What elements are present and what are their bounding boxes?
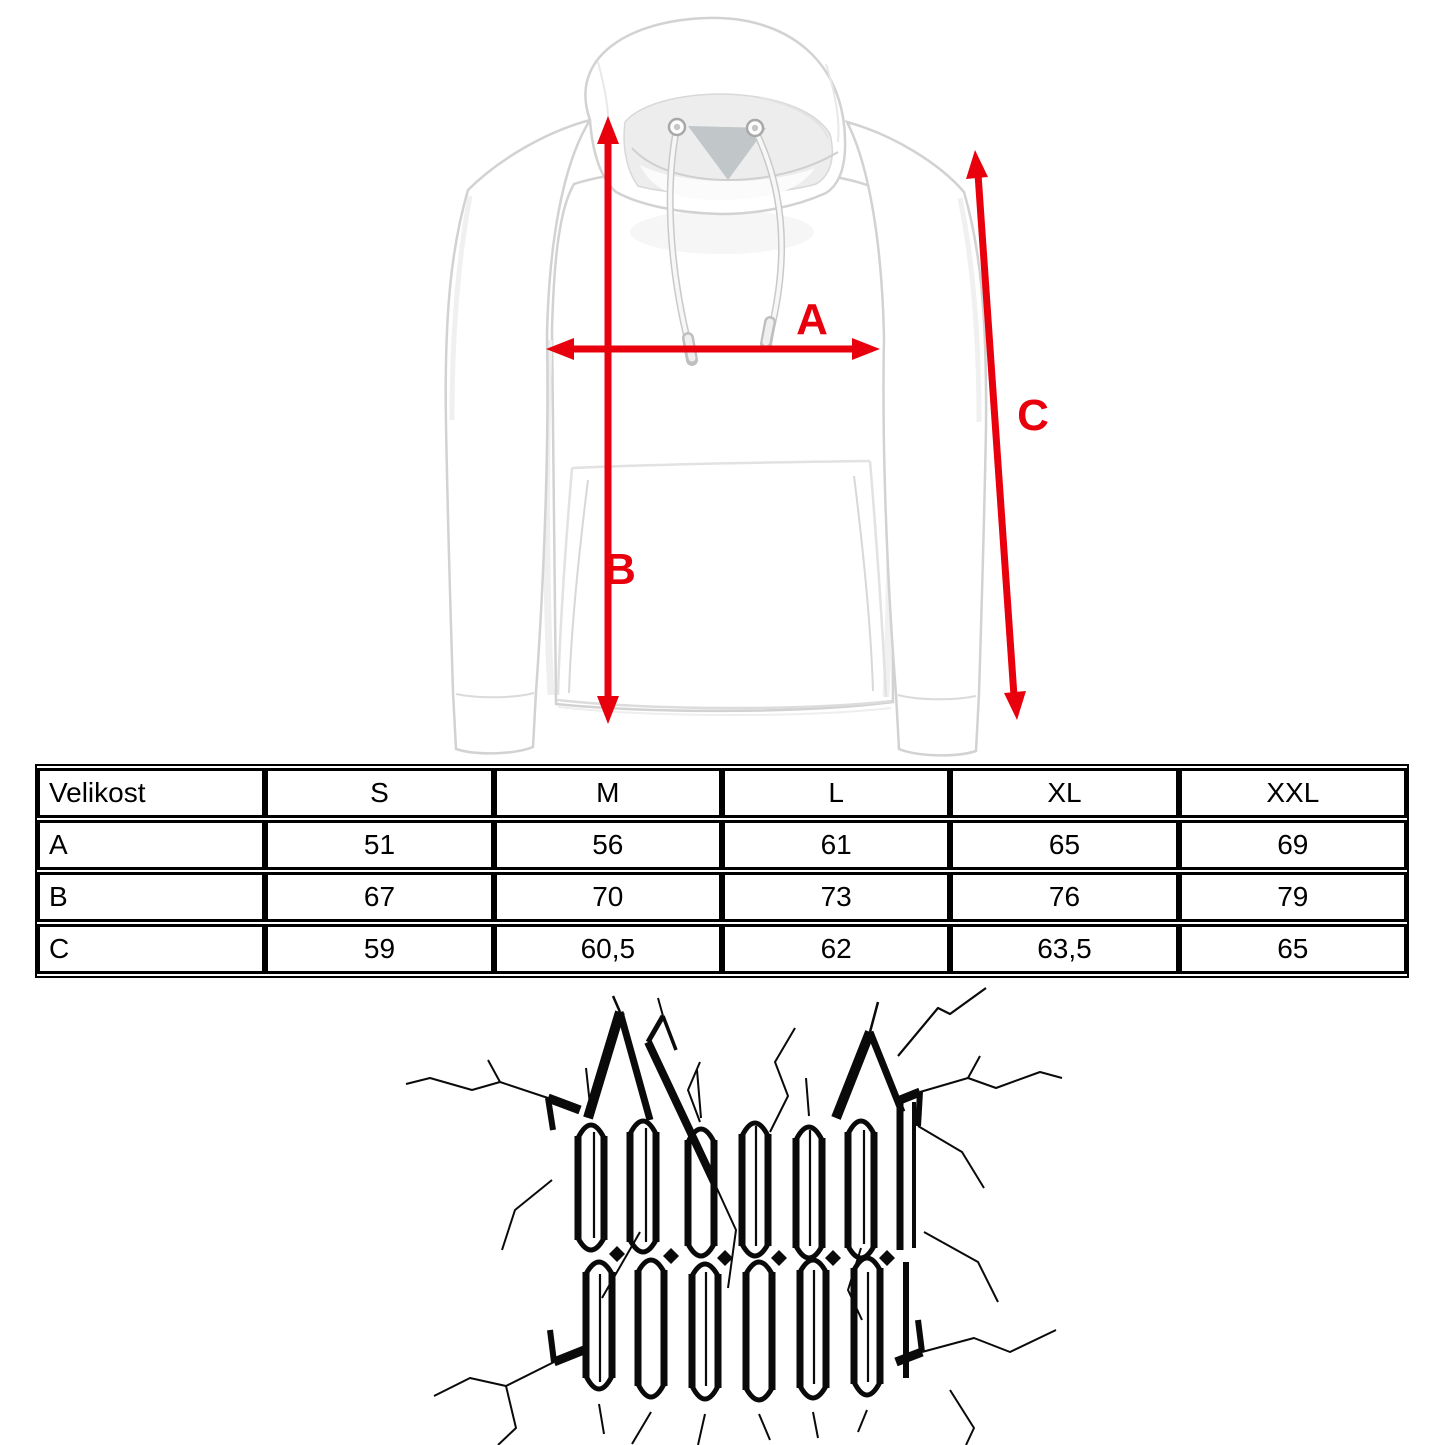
cell-b-xl: 76	[950, 872, 1179, 922]
row-label-c: C	[37, 924, 266, 974]
header-cell-velikost: Velikost	[37, 768, 266, 818]
cell-a-xl: 65	[950, 820, 1179, 870]
measure-arrow-b-vertical	[597, 116, 619, 724]
cell-a-l: 61	[721, 820, 951, 870]
cell-a-xxl: 69	[1178, 820, 1407, 870]
size-table: Velikost S M L XL XXL A 51 56 61 65 69 B…	[35, 764, 1409, 978]
measure-label-a: A	[796, 295, 828, 344]
eyelet-left	[667, 117, 687, 137]
band-logo-icon	[405, 987, 1063, 1445]
table-row-b: B 67 70 73 76 79	[37, 872, 1407, 922]
header-cell-l: L	[721, 768, 951, 818]
size-table-header-row: Velikost S M L XL XXL	[37, 768, 1407, 818]
cell-b-s: 67	[265, 872, 494, 922]
cell-c-m: 60,5	[493, 924, 722, 974]
eyelet-right	[745, 118, 765, 138]
hood-chin-shadow	[688, 126, 766, 180]
cell-a-s: 51	[265, 820, 494, 870]
cell-b-m: 70	[493, 872, 722, 922]
logo-cracks	[405, 1027, 1063, 1445]
right-sleeve	[844, 120, 988, 757]
logo-mid-diamonds	[609, 1246, 895, 1266]
logo-peaks	[583, 987, 987, 1184]
logo-corner-nodes	[545, 1087, 925, 1367]
cell-c-l: 62	[721, 924, 951, 974]
hoodie-measurement-diagram: A B C	[444, 16, 1049, 757]
logo-upper-band	[574, 1067, 916, 1261]
table-row-c: C 59 60,5 62 63,5 65	[37, 924, 1407, 974]
hem-band	[556, 698, 893, 710]
drawstring-right	[752, 130, 785, 350]
header-cell-xxl: XXL	[1178, 768, 1407, 818]
row-label-b: B	[37, 872, 266, 922]
row-label-a: A	[37, 820, 266, 870]
cell-a-m: 56	[493, 820, 722, 870]
cell-c-s: 59	[265, 924, 494, 974]
table-row-a: A 51 56 61 65 69	[37, 820, 1407, 870]
header-cell-s: S	[265, 768, 494, 818]
measure-arrow-a-horizontal	[546, 338, 880, 360]
hoodie-graphic	[444, 16, 988, 757]
measure-arrow-c-diagonal	[966, 150, 1026, 720]
header-cell-xl: XL	[950, 768, 1179, 818]
header-cell-m: M	[493, 768, 722, 818]
cell-b-xxl: 79	[1178, 872, 1407, 922]
cell-c-xl: 63,5	[950, 924, 1179, 974]
cell-b-l: 73	[721, 872, 951, 922]
left-sleeve	[444, 117, 593, 755]
logo-lower-band	[582, 1255, 909, 1403]
measure-label-b: B	[604, 545, 636, 594]
measure-label-c: C	[1017, 391, 1049, 440]
cell-c-xxl: 65	[1178, 924, 1407, 974]
